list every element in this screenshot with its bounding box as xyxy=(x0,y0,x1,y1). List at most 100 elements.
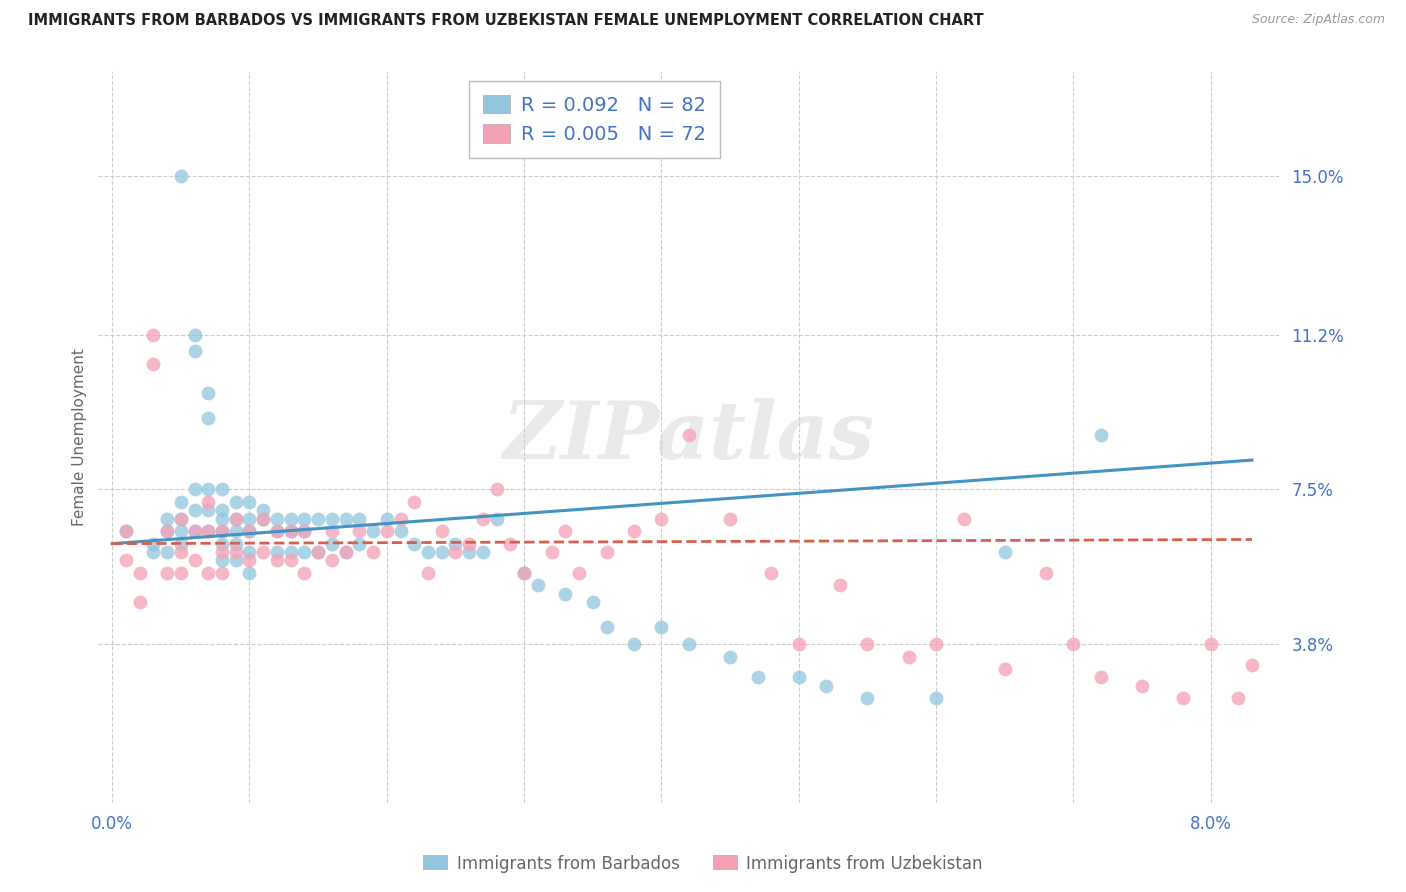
Point xyxy=(444,545,467,559)
Point xyxy=(294,524,316,538)
Point xyxy=(1035,566,1057,580)
Point xyxy=(225,553,247,567)
Point xyxy=(471,545,494,559)
Point xyxy=(1090,428,1112,442)
Point xyxy=(718,511,741,525)
Point xyxy=(678,637,700,651)
Point xyxy=(856,637,879,651)
Point xyxy=(1062,637,1084,651)
Point xyxy=(595,620,617,634)
Point xyxy=(335,545,357,559)
Point xyxy=(252,511,274,525)
Point xyxy=(266,511,288,525)
Point xyxy=(925,691,948,706)
Point xyxy=(1090,670,1112,684)
Point xyxy=(349,524,371,538)
Point xyxy=(1240,657,1263,672)
Point xyxy=(389,511,412,525)
Point xyxy=(197,483,219,497)
Point xyxy=(718,649,741,664)
Point xyxy=(307,545,329,559)
Point xyxy=(197,386,219,401)
Point xyxy=(266,553,288,567)
Point xyxy=(471,511,494,525)
Legend: Immigrants from Barbados, Immigrants from Uzbekistan: Immigrants from Barbados, Immigrants fro… xyxy=(416,848,990,880)
Point xyxy=(252,503,274,517)
Point xyxy=(650,620,672,634)
Point xyxy=(856,691,879,706)
Point xyxy=(115,524,138,538)
Point xyxy=(925,637,948,651)
Point xyxy=(321,553,343,567)
Point xyxy=(485,483,508,497)
Point xyxy=(156,524,179,538)
Point xyxy=(211,536,233,550)
Point xyxy=(183,483,205,497)
Point xyxy=(128,566,150,580)
Point xyxy=(335,545,357,559)
Point xyxy=(321,511,343,525)
Point xyxy=(211,553,233,567)
Point xyxy=(294,566,316,580)
Point xyxy=(678,428,700,442)
Point xyxy=(266,524,288,538)
Point xyxy=(444,536,467,550)
Point xyxy=(170,566,193,580)
Point xyxy=(294,511,316,525)
Point xyxy=(595,545,617,559)
Point xyxy=(183,503,205,517)
Point xyxy=(513,566,536,580)
Point xyxy=(225,524,247,538)
Point xyxy=(527,578,550,592)
Point xyxy=(375,511,398,525)
Point xyxy=(416,545,439,559)
Point xyxy=(568,566,591,580)
Point xyxy=(211,511,233,525)
Point xyxy=(389,524,412,538)
Point xyxy=(349,536,371,550)
Point xyxy=(307,511,329,525)
Point xyxy=(115,524,138,538)
Point xyxy=(170,511,193,525)
Point xyxy=(156,524,179,538)
Point xyxy=(142,536,165,550)
Point xyxy=(211,524,233,538)
Point xyxy=(183,524,205,538)
Point xyxy=(156,566,179,580)
Point xyxy=(335,511,357,525)
Point xyxy=(404,495,426,509)
Text: Source: ZipAtlas.com: Source: ZipAtlas.com xyxy=(1251,13,1385,27)
Point xyxy=(238,566,260,580)
Point xyxy=(197,566,219,580)
Point xyxy=(513,566,536,580)
Point xyxy=(225,536,247,550)
Point xyxy=(994,662,1017,676)
Point xyxy=(142,545,165,559)
Point xyxy=(280,553,302,567)
Point xyxy=(225,511,247,525)
Point xyxy=(994,545,1017,559)
Point xyxy=(197,495,219,509)
Point xyxy=(280,545,302,559)
Point xyxy=(554,587,576,601)
Point xyxy=(170,495,193,509)
Text: ZIPatlas: ZIPatlas xyxy=(503,399,875,475)
Point xyxy=(294,545,316,559)
Point xyxy=(156,511,179,525)
Point xyxy=(828,578,851,592)
Point xyxy=(582,595,605,609)
Point xyxy=(225,511,247,525)
Point xyxy=(170,536,193,550)
Point xyxy=(430,545,453,559)
Point xyxy=(252,545,274,559)
Point xyxy=(623,637,645,651)
Point xyxy=(156,545,179,559)
Point xyxy=(540,545,562,559)
Point xyxy=(211,566,233,580)
Point xyxy=(499,536,522,550)
Point xyxy=(238,545,260,559)
Point xyxy=(266,524,288,538)
Point xyxy=(321,536,343,550)
Point xyxy=(142,357,165,371)
Point xyxy=(183,327,205,342)
